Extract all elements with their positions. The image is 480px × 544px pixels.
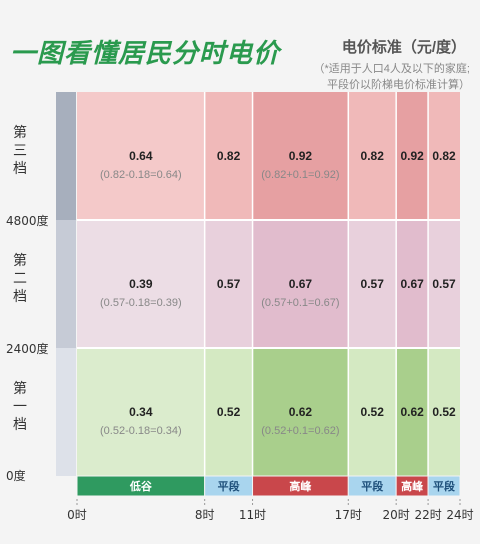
tier-label: 档 [13, 289, 27, 305]
price-cell [252, 92, 349, 220]
x-tick-label: 11时 [239, 508, 266, 522]
price-value: 0.52 [361, 405, 385, 419]
price-cell [396, 92, 429, 220]
x-tick-label: 17时 [335, 508, 362, 522]
price-value: 0.39 [129, 277, 153, 291]
x-tick-label: 0时 [67, 508, 87, 522]
price-formula: (0.57+0.1=0.67) [261, 297, 339, 309]
price-cell [428, 348, 460, 476]
price-value: 0.62 [289, 405, 313, 419]
price-cell [77, 220, 205, 348]
tier-axis-bar [56, 348, 76, 476]
price-formula: (0.82+0.1=0.92) [261, 169, 339, 181]
x-tick-label: 22时 [414, 508, 441, 522]
price-value: 0.82 [217, 149, 241, 163]
price-cell [252, 348, 349, 476]
price-cell [77, 92, 205, 220]
price-cell [348, 348, 397, 476]
y-boundary-label: 0度 [6, 468, 26, 483]
tier-axis-bar [56, 92, 76, 220]
price-value: 0.57 [432, 277, 456, 291]
period-label: 平段 [433, 479, 455, 493]
tier-label: 三 [13, 143, 27, 159]
price-value: 0.64 [129, 149, 153, 163]
price-value: 0.67 [289, 277, 313, 291]
y-boundary-label: 4800度 [6, 213, 49, 228]
price-value: 0.82 [361, 149, 385, 163]
price-formula: (0.52-0.18=0.34) [100, 425, 182, 437]
y-boundary-label: 2400度 [6, 341, 49, 356]
price-value: 0.34 [129, 405, 153, 419]
tier-label: 档 [13, 417, 27, 433]
period-label: 平段 [218, 479, 240, 493]
price-cell [204, 220, 253, 348]
price-value: 0.82 [432, 149, 456, 163]
price-value: 0.62 [400, 405, 424, 419]
x-tick-label: 8时 [195, 508, 215, 522]
tier-label: 二 [13, 271, 27, 287]
price-value: 0.92 [289, 149, 313, 163]
price-cell [77, 348, 205, 476]
price-value: 0.67 [400, 277, 424, 291]
period-bar [427, 475, 461, 497]
price-cell [428, 92, 460, 220]
price-value: 0.57 [217, 277, 241, 291]
x-tick-label: 20时 [383, 508, 410, 522]
price-formula: (0.57-0.18=0.39) [100, 297, 182, 309]
price-cell [428, 220, 460, 348]
price-value: 0.52 [432, 405, 456, 419]
tier-label: 第 [13, 252, 27, 269]
tier-label: 第 [13, 380, 27, 397]
period-label: 高峰 [401, 479, 424, 493]
price-cell [396, 348, 429, 476]
price-value: 0.52 [217, 405, 241, 419]
page-title: 一图看懂居民分时电价 [10, 38, 281, 68]
price-cell [348, 220, 397, 348]
price-formula: (0.82-0.18=0.64) [100, 169, 182, 181]
price-value: 0.57 [361, 277, 385, 291]
price-cell [204, 348, 253, 476]
tier-label: 档 [13, 161, 27, 177]
period-label: 平段 [361, 479, 383, 493]
unit-label: 电价标准（元/度） [341, 39, 466, 56]
tier-label: 一 [13, 399, 27, 415]
note-line-2: 平段价以阶梯电价标准计算） [327, 79, 470, 91]
tier-axis-bar [56, 220, 76, 348]
tier-label: 第 [13, 124, 27, 141]
note-line-1: （*适用于人口4人及以下的家庭; [313, 63, 470, 75]
price-cell [396, 220, 429, 348]
price-cell [252, 220, 349, 348]
period-label: 低谷 [129, 479, 153, 493]
price-formula: (0.52+0.1=0.62) [261, 425, 339, 437]
price-value: 0.92 [400, 149, 424, 163]
price-cell [348, 92, 397, 220]
x-tick-label: 24时 [446, 508, 473, 522]
period-label: 高峰 [289, 479, 312, 493]
price-cell [204, 92, 253, 220]
